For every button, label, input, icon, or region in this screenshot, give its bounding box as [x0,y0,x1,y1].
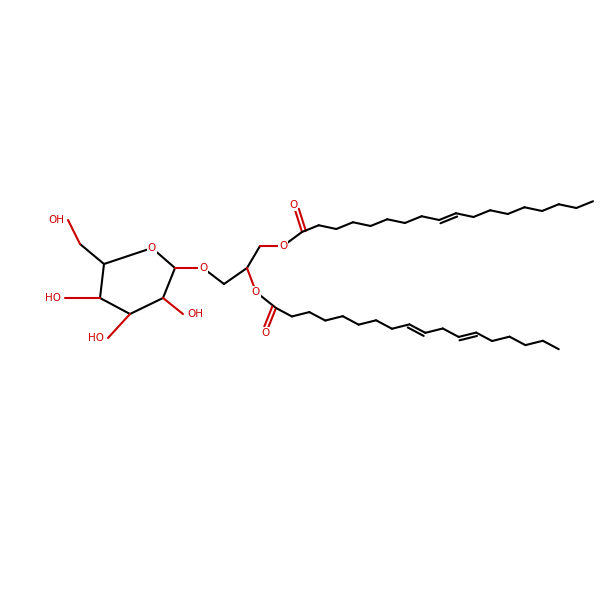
Text: O: O [262,328,270,338]
Text: O: O [252,287,260,297]
Text: OH: OH [48,215,64,225]
Text: O: O [289,200,297,210]
Text: O: O [148,243,156,253]
Text: HO: HO [45,293,61,303]
Text: OH: OH [187,309,203,319]
Text: O: O [199,263,207,273]
Text: O: O [279,241,287,251]
Text: HO: HO [88,333,104,343]
